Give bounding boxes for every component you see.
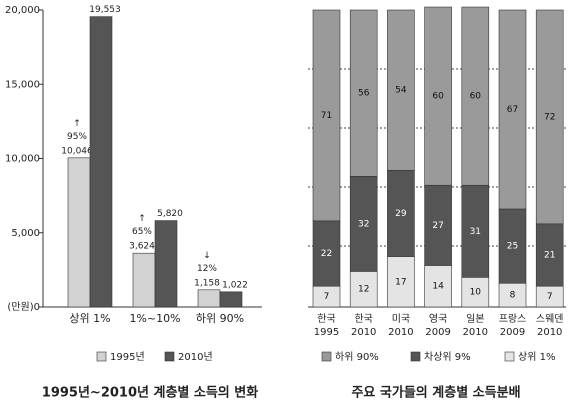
- bar-segment: [424, 265, 452, 308]
- bar-segment: [461, 276, 490, 308]
- value-label: 3,624: [129, 242, 155, 252]
- y-tick-label: 15,000: [5, 79, 40, 90]
- bar-segment: [461, 6, 490, 186]
- bar-segment: [498, 208, 527, 284]
- value-label: 32: [358, 219, 369, 229]
- bar-segment: [535, 223, 564, 287]
- annotation: ↑ 95%: [67, 118, 87, 141]
- legend-label: 하위 90%: [335, 350, 379, 363]
- value-label: 25: [507, 242, 518, 252]
- chart-title: 주요 국가들의 계층별 소득분배: [351, 385, 520, 401]
- value-label: 60: [470, 92, 482, 102]
- x-tick-label: 하위 90%: [196, 311, 244, 325]
- value-label: 67: [507, 105, 518, 115]
- value-label: 12: [358, 285, 369, 295]
- value-label: 31: [470, 227, 481, 237]
- value-label: 21: [544, 251, 555, 261]
- value-label: 7: [324, 292, 330, 302]
- bar-segment: [535, 9, 564, 225]
- legend-label: 상위 1%: [518, 350, 555, 363]
- bar-segment: [387, 170, 415, 257]
- y-tick-label: 10,000: [5, 154, 40, 165]
- y-tick-label: 20,000: [5, 5, 40, 16]
- value-label: 17: [395, 277, 406, 287]
- bar-segment: [312, 9, 341, 222]
- bar-segment: [498, 9, 527, 210]
- x-tick-label: 한국 1995: [314, 313, 339, 338]
- bar: [219, 291, 243, 308]
- value-label: 7: [547, 292, 553, 302]
- annotation: ↑ 65%: [132, 214, 152, 237]
- bar-segment: [312, 220, 341, 287]
- value-label: 72: [544, 112, 555, 122]
- legend-swatch: [96, 351, 107, 362]
- value-label: 14: [432, 282, 444, 292]
- bar-segment: [424, 6, 452, 186]
- bar: [67, 157, 91, 308]
- value-label: 19,553: [89, 5, 121, 15]
- value-label: 71: [321, 111, 332, 121]
- value-label: 10: [470, 288, 482, 298]
- x-tick-label: 한국 2010: [351, 313, 376, 338]
- bar: [197, 289, 221, 308]
- value-label: 27: [432, 221, 443, 231]
- legend-swatch: [321, 351, 332, 362]
- legend-label: 1995년: [110, 351, 145, 363]
- bar-segment: [349, 9, 378, 177]
- y-tick-label: (만원)0: [7, 301, 40, 313]
- y-tick-label: 5,000: [11, 228, 40, 239]
- x-tick-label: 프랑스 2009: [499, 313, 527, 338]
- bar-segment: [387, 9, 415, 171]
- bar: [89, 16, 113, 308]
- value-label: 54: [395, 86, 407, 96]
- value-label: 56: [358, 89, 370, 99]
- bar-segment: [424, 184, 452, 266]
- value-label: 1,022: [222, 280, 248, 290]
- x-tick-label: 스웨덴 2010: [536, 313, 564, 338]
- value-label: 60: [432, 92, 444, 102]
- chart-title: 1995년~2010년 계층별 소득의 변화: [42, 385, 258, 401]
- legend-label: 차상위 9%: [424, 350, 471, 363]
- bar-segment: [349, 176, 378, 272]
- legend-label: 2010년: [178, 351, 213, 363]
- legend-swatch: [504, 351, 515, 362]
- bar: [132, 252, 156, 308]
- legend-swatch: [164, 351, 175, 362]
- annotation: ↓ 12%: [197, 250, 217, 273]
- value-label: 8: [510, 291, 516, 301]
- bar: [154, 220, 178, 308]
- value-label: 5,820: [157, 209, 183, 219]
- x-tick-label: 1%~10%: [129, 312, 180, 325]
- value-label: 10,046: [61, 146, 93, 156]
- value-label: 1,158: [194, 278, 220, 288]
- x-tick-label: 상위 1%: [69, 312, 110, 325]
- x-tick-label: 일본 2010: [463, 313, 488, 338]
- legend-swatch: [410, 351, 421, 362]
- value-label: 22: [321, 249, 332, 259]
- x-tick-label: 영국 2009: [425, 313, 450, 338]
- value-label: 29: [395, 209, 407, 219]
- x-tick-label: 미국 2010: [388, 313, 413, 338]
